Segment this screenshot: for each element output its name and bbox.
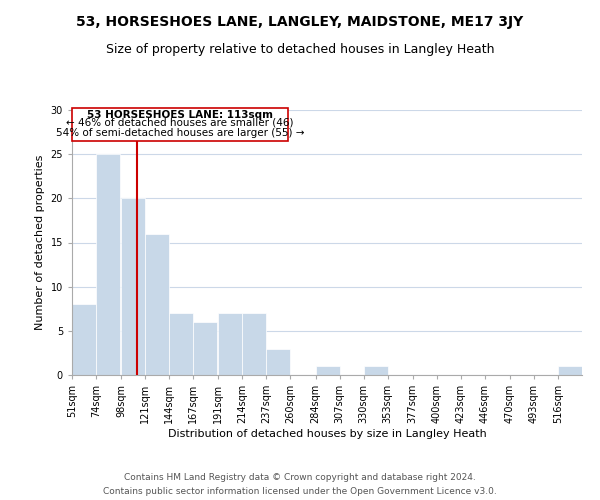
Bar: [96, 154, 120, 375]
Bar: [242, 313, 266, 375]
Bar: [193, 322, 217, 375]
Text: Contains public sector information licensed under the Open Government Licence v3: Contains public sector information licen…: [103, 486, 497, 496]
Bar: [72, 304, 96, 375]
Text: 54% of semi-detached houses are larger (55) →: 54% of semi-detached houses are larger (…: [56, 128, 304, 138]
Text: 53 HORSESHOES LANE: 113sqm: 53 HORSESHOES LANE: 113sqm: [87, 110, 273, 120]
Bar: [218, 313, 242, 375]
Text: Contains HM Land Registry data © Crown copyright and database right 2024.: Contains HM Land Registry data © Crown c…: [124, 473, 476, 482]
Text: Size of property relative to detached houses in Langley Heath: Size of property relative to detached ho…: [106, 42, 494, 56]
Text: 53, HORSESHOES LANE, LANGLEY, MAIDSTONE, ME17 3JY: 53, HORSESHOES LANE, LANGLEY, MAIDSTONE,…: [76, 15, 524, 29]
X-axis label: Distribution of detached houses by size in Langley Heath: Distribution of detached houses by size …: [167, 429, 487, 439]
Y-axis label: Number of detached properties: Number of detached properties: [35, 155, 45, 330]
Bar: [316, 366, 340, 375]
Text: ← 46% of detached houses are smaller (46): ← 46% of detached houses are smaller (46…: [67, 118, 294, 128]
Bar: [266, 348, 290, 375]
Bar: [121, 198, 145, 375]
Bar: [364, 366, 388, 375]
Bar: [169, 313, 193, 375]
FancyBboxPatch shape: [72, 108, 289, 141]
Bar: [558, 366, 582, 375]
Bar: [145, 234, 169, 375]
